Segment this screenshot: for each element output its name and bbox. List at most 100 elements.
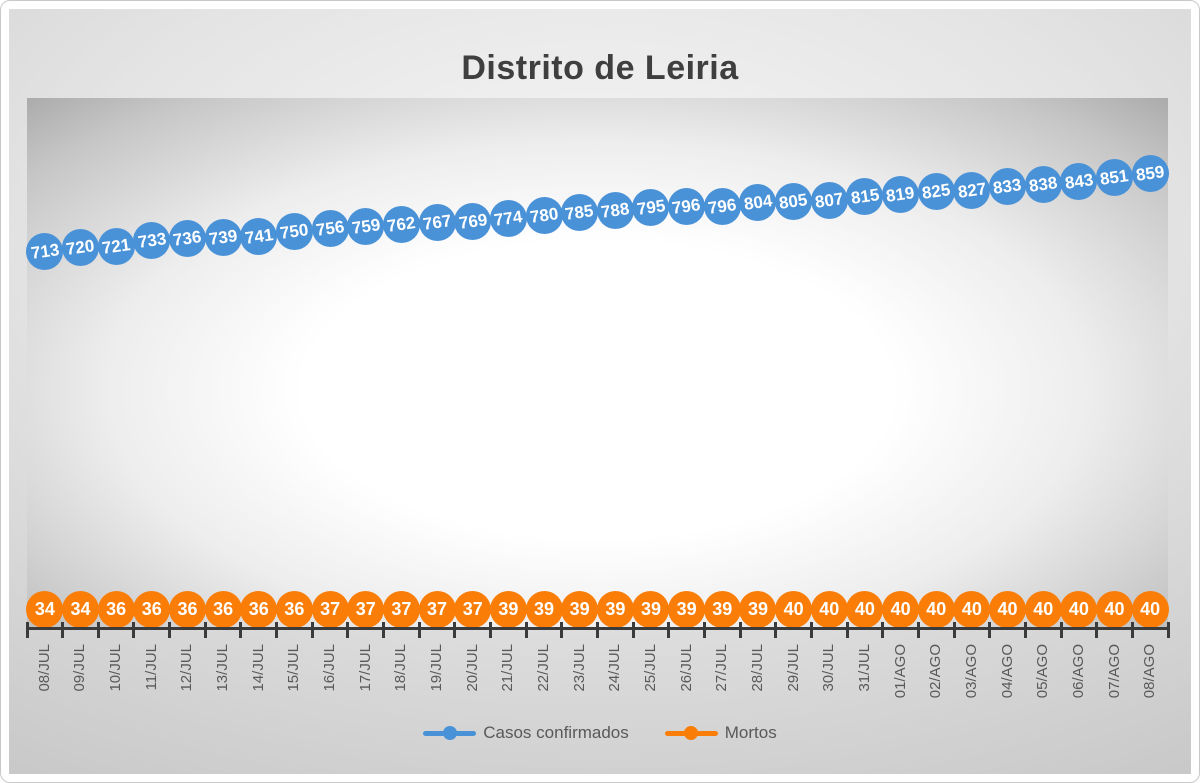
deaths-label: 40 — [890, 598, 911, 619]
confirmed-label: 769 — [457, 209, 489, 233]
deaths-marker: 40 — [953, 590, 991, 628]
confirmed-label: 788 — [599, 199, 631, 223]
x-axis-label: 16/JUL — [321, 644, 339, 692]
x-axis-label: 29/JUL — [784, 644, 802, 692]
confirmed-label: 805 — [778, 190, 809, 214]
legend-dot-confirmed — [442, 726, 457, 740]
deaths-label: 40 — [819, 598, 840, 619]
x-axis-tick — [417, 622, 421, 638]
x-axis-tick — [453, 622, 457, 638]
confirmed-marker: 750 — [275, 212, 313, 250]
x-axis-tick — [988, 622, 992, 638]
x-axis-label: 11/JUL — [142, 644, 160, 691]
x-axis-tick — [560, 622, 564, 638]
confirmed-marker: 785 — [561, 194, 599, 232]
deaths-marker: 37 — [347, 590, 385, 628]
deaths-marker: 39 — [489, 590, 527, 628]
deaths-label: 37 — [427, 598, 448, 619]
deaths-label: 40 — [961, 598, 982, 619]
x-axis-label: 08/AGO — [1141, 644, 1159, 699]
confirmed-label: 804 — [742, 190, 774, 214]
deaths-marker: 40 — [917, 590, 955, 628]
deaths-label: 39 — [534, 598, 555, 619]
deaths-marker: 36 — [240, 590, 278, 628]
chart-title: Distrito de Leiria — [461, 49, 739, 87]
deaths-label: 40 — [926, 598, 947, 619]
deaths-label: 40 — [1104, 598, 1125, 619]
x-axis-label: 18/JUL — [392, 644, 410, 692]
deaths-label: 39 — [747, 598, 768, 619]
legend-item-deaths: Mortos — [664, 723, 777, 743]
x-axis-tick — [275, 622, 279, 638]
x-axis-tick — [881, 622, 885, 638]
deaths-marker: 36 — [204, 590, 242, 628]
x-axis-tick — [25, 622, 29, 638]
confirmed-label: 807 — [813, 189, 845, 213]
deaths-marker: 37 — [311, 590, 349, 628]
confirmed-label: 833 — [992, 175, 1023, 199]
x-axis-label: 30/JUL — [820, 644, 838, 692]
confirmed-marker: 756 — [311, 209, 349, 247]
legend-line-marker-deaths — [664, 726, 718, 740]
deaths-marker: 39 — [632, 590, 670, 628]
x-axis-label: 31/JUL — [855, 644, 873, 692]
confirmed-marker: 819 — [882, 175, 920, 213]
x-axis-tick — [346, 622, 350, 638]
x-axis-tick — [738, 622, 742, 638]
confirmed-marker: 838 — [1024, 165, 1062, 203]
x-axis-tick — [524, 622, 528, 638]
confirmed-label: 713 — [29, 239, 61, 263]
legend-dot-deaths — [684, 726, 699, 740]
x-axis-label: 24/JUL — [606, 644, 624, 692]
deaths-label: 40 — [854, 598, 875, 619]
confirmed-marker: 767 — [418, 203, 456, 241]
confirmed-label: 827 — [956, 178, 988, 202]
confirmed-marker: 859 — [1131, 154, 1169, 192]
x-axis-tick — [952, 622, 956, 638]
x-axis-tick — [631, 622, 635, 638]
confirmed-label: 795 — [635, 195, 667, 219]
confirmed-label: 843 — [1063, 170, 1095, 193]
deaths-marker: 40 — [1131, 590, 1169, 628]
confirmed-marker: 733 — [133, 221, 171, 259]
deaths-label: 40 — [1068, 598, 1089, 619]
x-axis-tick — [845, 622, 849, 638]
confirmed-marker: 843 — [1060, 163, 1098, 201]
deaths-marker: 37 — [418, 590, 456, 628]
deaths-marker: 39 — [739, 590, 777, 628]
confirmed-label: 736 — [172, 227, 203, 251]
deaths-label: 39 — [605, 598, 626, 619]
confirmed-marker: 774 — [489, 199, 527, 237]
deaths-label: 36 — [248, 598, 269, 619]
deaths-label: 36 — [177, 598, 198, 619]
confirmed-marker: 741 — [240, 217, 278, 255]
legend-label-confirmed: Casos confirmados — [483, 723, 629, 742]
deaths-label: 37 — [391, 598, 412, 619]
x-axis-label: 15/JUL — [285, 644, 303, 692]
confirmed-label: 741 — [243, 224, 275, 248]
x-axis-label: 06/AGO — [1069, 644, 1087, 699]
confirmed-marker: 851 — [1096, 158, 1134, 196]
confirmed-label: 780 — [528, 203, 560, 227]
deaths-marker: 37 — [382, 590, 420, 628]
x-axis-label: 19/JUL — [428, 644, 446, 692]
x-axis-tick — [809, 622, 813, 638]
deaths-label: 34 — [70, 598, 91, 619]
deaths-label: 39 — [712, 598, 733, 619]
deaths-marker: 34 — [26, 590, 64, 628]
x-axis-tick — [203, 622, 207, 638]
deaths-label: 39 — [498, 598, 519, 619]
deaths-marker: 40 — [810, 590, 848, 628]
confirmed-marker: 804 — [739, 183, 777, 221]
confirmed-marker: 780 — [525, 196, 563, 234]
x-axis-tick — [916, 622, 920, 638]
x-axis-label: 07/AGO — [1105, 644, 1123, 699]
x-axis-tick — [774, 622, 778, 638]
confirmed-label: 796 — [706, 195, 738, 219]
legend-label-deaths: Mortos — [724, 723, 777, 742]
confirmed-label: 759 — [350, 215, 382, 238]
confirmed-label: 739 — [207, 225, 239, 249]
confirmed-marker: 796 — [703, 188, 741, 226]
confirmed-label: 733 — [136, 228, 168, 252]
